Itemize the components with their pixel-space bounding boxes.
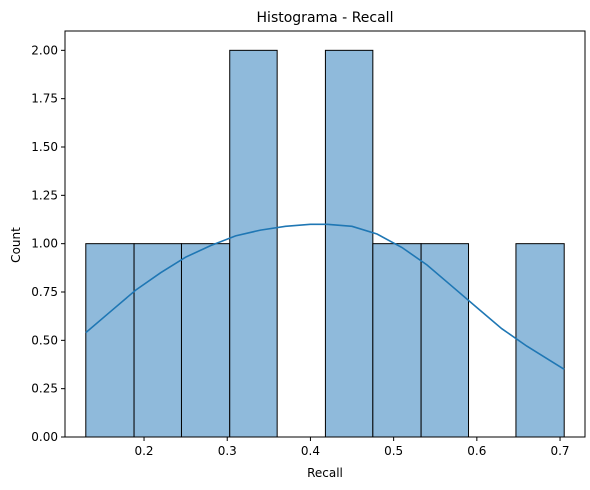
chart-title: Histograma - Recall	[257, 10, 394, 26]
histogram-bar-6	[372, 243, 422, 438]
x-axis: 0.2 0.3 0.4 0.5 0.6 0.7	[134, 437, 570, 458]
y-tick-label: 1.75	[31, 92, 58, 106]
y-tick-label: 1.25	[31, 188, 58, 202]
y-axis-label: Count	[9, 227, 23, 263]
x-tick-label: 0.2	[134, 444, 153, 458]
y-tick-label: 0.00	[31, 430, 58, 444]
histogram-bar-2	[180, 243, 231, 438]
kde-line	[85, 223, 565, 370]
y-tick-label: 1.50	[31, 140, 58, 154]
histogram-bar-7	[420, 243, 470, 438]
x-tick-label: 0.7	[550, 444, 569, 458]
y-tick-label: 1.00	[31, 237, 58, 251]
x-tick-label: 0.5	[384, 444, 403, 458]
x-axis-label: Recall	[307, 466, 343, 480]
y-tick-label: 0.50	[31, 333, 58, 347]
y-tick-label: 0.25	[31, 382, 58, 396]
histogram-bar-9	[515, 243, 565, 438]
plot-frame	[64, 30, 586, 438]
x-tick-label: 0.6	[467, 444, 486, 458]
y-tick-label: 2.00	[31, 43, 58, 57]
histogram-bar-0	[85, 243, 135, 438]
y-tick-label: 0.75	[31, 285, 58, 299]
y-axis: 0.00 0.25 0.50 0.75 1.00 1.25 1.50 1.75 2.00	[31, 43, 65, 444]
histogram-bar-3	[229, 49, 278, 438]
histogram-bar-1	[133, 243, 182, 438]
plot-area	[85, 49, 565, 438]
x-tick-label: 0.4	[301, 444, 320, 458]
x-tick-label: 0.3	[218, 444, 237, 458]
histogram-bar-5	[324, 49, 374, 438]
